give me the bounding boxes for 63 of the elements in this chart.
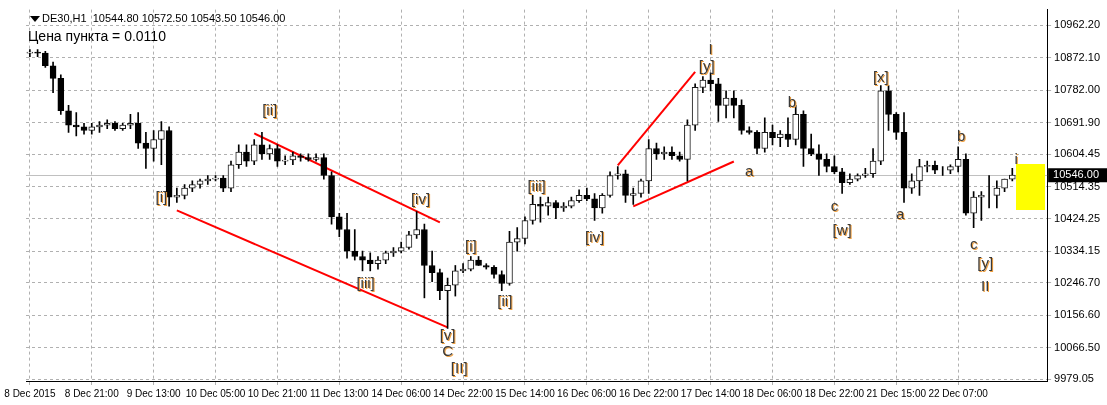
- candlestick: [366, 252, 374, 272]
- chart-title: DE30,H1 10544.80 10572.50 10543.50 10546.00: [42, 11, 286, 24]
- x-tick-label: 10 Dec 05:00: [185, 387, 246, 399]
- x-tick-label: 17 Dec 14:00: [680, 387, 741, 399]
- x-tick-label: 18 Dec 06:00: [742, 387, 803, 399]
- annotation: [iv]: [584, 227, 605, 245]
- x-tick-label: 16 Dec 06:00: [557, 387, 618, 399]
- x-tick-label: 14 Dec 06:00: [371, 387, 432, 399]
- y-tick-label: 10334.15: [1054, 244, 1101, 257]
- y-tick-label: 10962.20: [1054, 18, 1101, 31]
- candlestick: [776, 130, 784, 148]
- y-tick-label: 10782.00: [1054, 83, 1101, 96]
- annotation: [iii]: [527, 177, 546, 195]
- annotation: [y]: [698, 57, 715, 75]
- annotation: [ii]: [262, 101, 278, 119]
- annotation: a: [895, 205, 905, 223]
- candlestick: [351, 229, 359, 261]
- x-tick-label: 8 Dec 21:00: [64, 387, 120, 399]
- annotation: I: [708, 39, 713, 57]
- candlestick: [103, 119, 111, 130]
- annotation: b: [787, 93, 797, 111]
- x-tick-label: 22 Dec 07:00: [928, 387, 989, 399]
- y-tick-label: 10691.90: [1054, 115, 1101, 128]
- candlestick: [173, 187, 181, 203]
- annotation: [i]: [155, 187, 168, 205]
- x-tick-label: 18 Dec 22:00: [804, 387, 865, 399]
- annotation: a: [746, 163, 756, 181]
- candlestick: [513, 227, 521, 252]
- y-tick-label: 10066.50: [1054, 340, 1101, 353]
- x-tick-label: 11 Dec 13:00: [309, 387, 370, 399]
- y-tick-label: 10156.60: [1054, 308, 1101, 321]
- annotation: c: [830, 196, 839, 214]
- annotation: b: [958, 128, 967, 146]
- annotation: [v]: [439, 326, 456, 344]
- candlestick: [26, 49, 34, 58]
- ref-line-label: 10546.00: [1053, 168, 1100, 181]
- annotation: [y]: [977, 254, 994, 272]
- y-tick-label: 10424.25: [1054, 211, 1101, 224]
- annotation: [x]: [872, 67, 889, 85]
- x-tick-label: 14 Dec 22:00: [433, 387, 494, 399]
- candlestick: [281, 155, 289, 166]
- y-tick-label: 9979.05: [1054, 372, 1094, 385]
- annotation: [iii]: [356, 273, 375, 291]
- annotation: [w]: [832, 221, 852, 239]
- x-tick-label: 15 Dec 14:00: [495, 387, 556, 399]
- y-tick-label: 10246.70: [1054, 275, 1101, 288]
- x-tick-label: 16 Dec 22:00: [618, 387, 679, 399]
- x-tick-label: 21 Dec 15:00: [866, 387, 927, 399]
- x-tick-label: 8 Dec 2015: [4, 387, 56, 399]
- candlestick: [629, 187, 637, 205]
- annotation: II: [982, 277, 991, 295]
- annotation: [ii]: [498, 293, 514, 311]
- x-tick-label: 9 Dec 13:00: [126, 387, 182, 399]
- y-tick-label: 10872.10: [1054, 50, 1101, 63]
- candlestick: [614, 166, 622, 180]
- y-tick-label: 10604.45: [1054, 147, 1101, 160]
- y-tick-label: 10514.35: [1054, 179, 1101, 192]
- annotation: [iv]: [410, 189, 431, 207]
- annotation: [II]: [450, 358, 468, 376]
- annotation: [i]: [464, 236, 477, 254]
- annotation: c: [969, 234, 978, 252]
- x-tick-label: 10 Dec 21:00: [247, 387, 308, 399]
- annotation: Цена пункта = 0.0110: [28, 28, 167, 45]
